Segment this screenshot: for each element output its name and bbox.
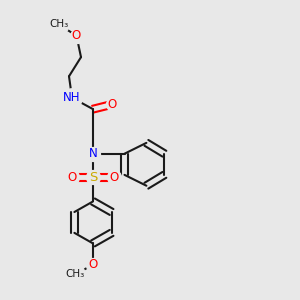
Text: NH: NH: [63, 91, 81, 104]
Text: CH₃: CH₃: [49, 19, 68, 29]
Text: S: S: [89, 171, 97, 184]
Text: O: O: [72, 29, 81, 42]
Text: CH₃: CH₃: [65, 269, 85, 279]
Text: O: O: [68, 171, 76, 184]
Text: N: N: [88, 147, 98, 160]
Text: O: O: [88, 258, 98, 272]
Text: O: O: [108, 98, 117, 111]
Text: O: O: [110, 171, 118, 184]
